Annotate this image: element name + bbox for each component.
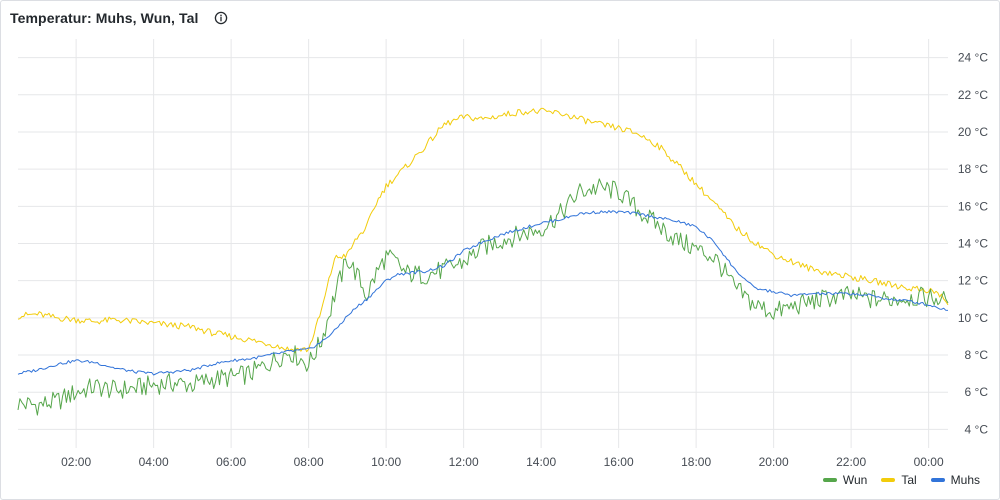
info-circle-icon[interactable] [213,10,229,26]
x-tick-label: 00:00 [914,455,944,469]
grid [18,39,948,448]
legend-swatch [930,478,945,482]
panel-header: Temperatur: Muhs, Wun, Tal [1,1,999,35]
series-line-muhs [17,210,949,376]
x-tick-label: 20:00 [759,455,789,469]
y-tick-label: 20 °C [958,125,988,139]
x-axis: 02:00 04:00 06:00 08:00 10:00 12:00 14:00 16:00… [61,455,944,469]
x-tick-label: 16:00 [604,455,634,469]
legend-item-wun[interactable]: Wun [822,473,868,487]
y-tick-label: 24 °C [958,51,988,65]
x-tick-label: 06:00 [216,455,246,469]
legend-label: Muhs [950,473,980,487]
y-tick-label: 16 °C [958,199,988,213]
series-line-tal [17,107,949,354]
x-tick-label: 10:00 [371,455,401,469]
legend-item-muhs[interactable]: Muhs [930,473,980,487]
x-tick-label: 08:00 [294,455,324,469]
legend-label: Tal [901,473,917,487]
x-tick-label: 02:00 [61,455,91,469]
y-tick-label: 18 °C [958,162,988,176]
y-tick-label: 4 °C [965,422,989,436]
legend-item-tal[interactable]: Tal [881,473,917,487]
x-tick-label: 18:00 [681,455,711,469]
legend: Wun Tal Muhs [822,473,980,487]
y-tick-label: 22 °C [958,88,988,102]
legend-label: Wun [842,473,868,487]
y-axis: 4 °C 6 °C 8 °C 10 °C 12 °C 14 °C 16 °C 18 °C 20 … [958,51,988,437]
x-tick-label: 12:00 [449,455,479,469]
y-tick-label: 12 °C [958,274,988,288]
x-tick-label: 22:00 [836,455,866,469]
x-tick-label: 04:00 [139,455,169,469]
y-tick-label: 6 °C [965,385,989,399]
panel-title: Temperatur: Muhs, Wun, Tal [10,10,199,26]
legend-swatch [822,478,837,482]
series-line-wun [17,178,949,416]
series-lines [17,107,949,416]
x-tick-label: 14:00 [526,455,556,469]
y-tick-label: 10 °C [958,311,988,325]
y-tick-label: 14 °C [958,237,988,251]
legend-swatch [881,478,896,482]
y-tick-label: 8 °C [965,348,989,362]
